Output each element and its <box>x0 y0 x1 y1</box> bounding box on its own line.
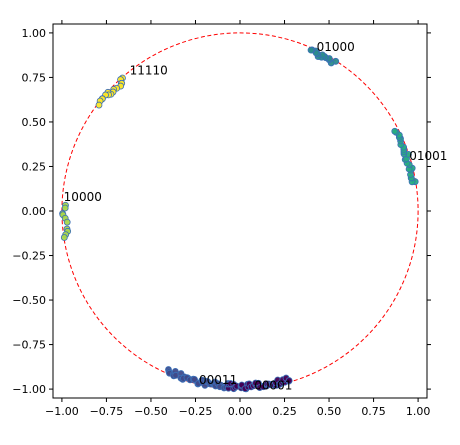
data-point-11110 <box>95 101 103 109</box>
data-point-10000 <box>63 218 71 226</box>
data-point-01000 <box>307 46 315 54</box>
x-tick-label: −1.00 <box>45 405 79 418</box>
y-tick-label: 0.75 <box>22 71 47 84</box>
x-tick-label: 0.25 <box>272 405 297 418</box>
x-tick-label: 0.50 <box>317 405 342 418</box>
y-tick-label: 0.50 <box>22 116 47 129</box>
x-tick-label: −0.25 <box>179 405 213 418</box>
cluster-label-00011: 00011 <box>199 373 237 387</box>
y-tick-label: 0.00 <box>22 205 47 218</box>
cluster-label-01001: 01001 <box>409 149 447 163</box>
annotations-layer: 01000 01001 10000 11110 00011 00001 <box>64 40 448 392</box>
y-tick-label: −0.75 <box>12 339 46 352</box>
x-tick-label: −0.75 <box>90 405 124 418</box>
data-point-00011 <box>191 375 198 383</box>
x-tick-label: 1.00 <box>406 405 431 418</box>
y-tick-label: 1.00 <box>22 27 47 40</box>
data-point-10000 <box>61 204 69 212</box>
cluster-label-00001: 00001 <box>254 379 292 393</box>
y-tick-label: −0.25 <box>12 250 46 263</box>
cluster-label-11110: 11110 <box>130 63 168 77</box>
data-points-layer <box>59 46 419 393</box>
axes-layer: −1.00 −0.75 −0.50 −0.25 0.00 0.25 0.50 0.75 1.00… <box>12 20 431 418</box>
y-tick-label: −1.00 <box>12 383 46 396</box>
x-tick-label: 0.75 <box>361 405 386 418</box>
data-point-01001 <box>391 127 399 135</box>
data-point-00001 <box>285 377 293 384</box>
x-tick-label: 0.00 <box>228 405 253 418</box>
y-tick-label: −0.50 <box>12 294 46 307</box>
y-tick-label: 0.25 <box>22 160 47 173</box>
x-tick-label: −0.50 <box>134 405 168 418</box>
cluster-label-01000: 01000 <box>317 40 355 54</box>
data-point-10000 <box>60 234 68 241</box>
cluster-label-10000: 10000 <box>64 190 102 204</box>
